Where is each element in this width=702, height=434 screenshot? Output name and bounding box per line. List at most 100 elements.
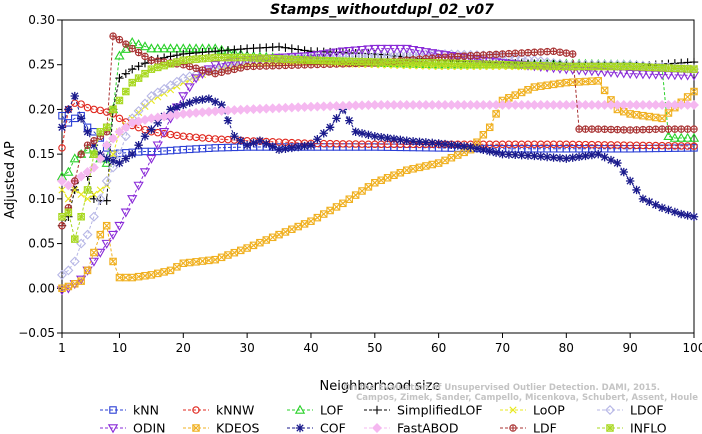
data-point [396, 135, 405, 145]
data-point-plus [307, 57, 315, 64]
plot-area: 1 10 20 30 40 50 60 70 80 90 100 −0.05 0.00 0.05 0.10 0… [18, 13, 702, 355]
data-point [82, 167, 93, 178]
data-point-plus [620, 126, 627, 134]
data-point [57, 269, 67, 280]
y-tick-label: 0.20 [28, 102, 55, 116]
data-point-cross [422, 162, 430, 170]
data-point-plus [250, 54, 257, 62]
data-point-cross [135, 273, 143, 281]
data-point-plus [499, 50, 506, 58]
data-point-cross [581, 77, 590, 86]
data-point [689, 99, 699, 110]
legend-marker [605, 405, 615, 415]
data-point-plus [569, 50, 576, 58]
legend-item-lof: LOF [287, 403, 344, 418]
data-point [82, 229, 93, 240]
data-point [479, 131, 488, 139]
data-point-plus [652, 64, 659, 71]
data-point [332, 114, 341, 123]
data-point-cross [64, 282, 72, 291]
data-point-plus [77, 213, 85, 220]
data-point [688, 132, 700, 142]
legend-marker [192, 406, 200, 414]
legend-marker [109, 406, 117, 414]
data-point-cross [479, 131, 487, 139]
data-point-plus [173, 58, 181, 66]
data-point [141, 102, 149, 111]
data-point [96, 186, 104, 194]
data-point [586, 99, 597, 110]
legend-label: SimplifiedLOF [397, 403, 483, 418]
data-point-plus [58, 213, 66, 220]
data-point-plus [129, 79, 136, 86]
legend-label: LDF [533, 421, 557, 434]
data-point-plus [295, 56, 302, 63]
data-point-plus [518, 49, 525, 57]
data-point-plus [390, 59, 398, 66]
data-point [223, 116, 233, 125]
data-point [274, 42, 284, 52]
data-point [152, 43, 163, 53]
data-point [140, 132, 150, 141]
data-point [677, 209, 686, 219]
data-point-plus [224, 54, 232, 61]
data-point [102, 221, 111, 230]
legend-label: kNN [133, 403, 159, 418]
y-tick-label: 0.25 [28, 58, 55, 72]
data-point [491, 148, 501, 157]
data-point-plus [460, 60, 468, 67]
data-point-cross [262, 236, 270, 244]
credit-line-paper: On the Evaluation of Unsupervised Outlie… [343, 383, 660, 393]
data-point-plus [473, 52, 481, 59]
data-point [76, 114, 86, 123]
y-tick-label: 0.15 [28, 147, 55, 161]
data-point-cross [275, 231, 283, 239]
data-point-plus [448, 60, 455, 67]
data-point [676, 132, 687, 142]
data-point [420, 99, 431, 110]
data-point [389, 134, 399, 144]
data-point-cross [390, 171, 398, 179]
data-point-cross [562, 79, 570, 87]
data-point-plus [588, 125, 596, 133]
data-point [485, 123, 494, 132]
data-point-plus [639, 126, 647, 133]
data-point [669, 99, 680, 110]
data-point-plus [148, 57, 155, 64]
data-point [574, 152, 584, 162]
data-point [561, 99, 572, 110]
data-point [101, 140, 112, 151]
data-point-plus [575, 125, 583, 133]
data-point-plus [90, 150, 98, 158]
data-point [363, 45, 374, 55]
data-point [408, 99, 419, 110]
legend: kNN kNNW LOF SimplifiedLOF LoOP LDOF ODIN KDEOS… [100, 403, 667, 434]
data-point-plus [326, 57, 334, 64]
x-tick-label: 90 [623, 341, 638, 355]
data-point [134, 62, 143, 71]
data-point-cross [243, 244, 251, 252]
data-point-plus [556, 63, 564, 70]
data-point [318, 50, 329, 60]
data-point [669, 132, 680, 142]
data-point [479, 145, 488, 155]
data-point [408, 137, 418, 146]
data-point-cross [377, 176, 385, 184]
data-point [158, 43, 170, 53]
data-point [388, 99, 399, 110]
data-point-plus [224, 67, 232, 74]
data-point-plus [212, 54, 219, 61]
data-point [306, 141, 316, 150]
data-point-plus [435, 59, 442, 67]
data-point-plus [556, 48, 564, 56]
data-point [376, 132, 386, 142]
data-point-plus [486, 61, 493, 68]
y-tick-label: 0.10 [28, 192, 55, 206]
data-point [90, 190, 98, 198]
data-point-cross [154, 269, 162, 277]
data-point-plus [537, 48, 544, 56]
data-point-cross [326, 206, 334, 215]
data-point [511, 150, 520, 160]
data-point-cross [441, 156, 449, 164]
x-tick-label: 60 [431, 341, 446, 355]
